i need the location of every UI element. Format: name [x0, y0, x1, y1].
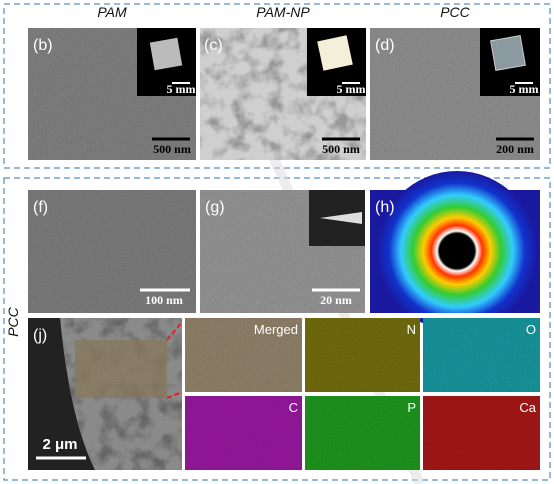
sample	[317, 35, 353, 71]
header: PAM	[97, 4, 127, 20]
panel-label: (b)	[33, 37, 53, 54]
panel-b: 5 mm (b) 500 nm	[28, 28, 196, 160]
map-region	[75, 340, 167, 398]
inset-scale: 5 mm	[510, 82, 539, 96]
clip	[365, 186, 370, 316]
eds-maps: Merged N O C P Ca	[185, 318, 540, 470]
panel-d: 5 mm (d) 200 nm	[370, 28, 540, 160]
panel-h: (h)	[370, 171, 540, 331]
eds-map	[185, 318, 302, 392]
eds-map	[305, 396, 420, 470]
eds-map	[423, 318, 540, 392]
panel-j: (j) 2 μm	[28, 318, 183, 470]
side-label: PCC	[5, 306, 21, 336]
panel-c: 5 mm (c) 500 nm	[200, 28, 366, 160]
inset-scale: 5 mm	[337, 82, 366, 96]
scale-bar: 2 μm	[42, 436, 77, 453]
scale-bar: 20 nm	[320, 293, 352, 307]
header: PAM-NP	[256, 4, 310, 20]
panel-f: (f) 100 nm	[28, 190, 196, 313]
eds-map	[185, 396, 302, 470]
ring-pattern	[377, 171, 537, 331]
panel-g: (g) 20 nm	[200, 190, 366, 313]
beam-stop	[320, 212, 362, 224]
zoom-line	[166, 391, 183, 399]
map-label: P	[407, 400, 416, 415]
clip	[370, 313, 540, 318]
panel-label: (h)	[375, 199, 395, 216]
eds-map	[423, 396, 540, 470]
scale-bar: 100 nm	[145, 293, 183, 307]
scale-bar: 500 nm	[322, 142, 360, 156]
map-label: C	[289, 400, 298, 415]
bottom-frame	[3, 177, 551, 481]
inset-scale: 5 mm	[167, 82, 196, 96]
zoom-line	[166, 321, 183, 341]
header: PCC	[440, 4, 470, 20]
panel-label: (f)	[33, 199, 48, 216]
panel-label: (j)	[33, 327, 47, 344]
tem-image	[28, 190, 196, 313]
scale-bar: 500 nm	[153, 142, 191, 156]
map-label: Merged	[254, 322, 298, 337]
sample	[490, 35, 526, 71]
scale-bar: 200 nm	[496, 142, 534, 156]
panel-label: (d)	[375, 37, 395, 54]
map-label: O	[526, 322, 536, 337]
panel-label: (c)	[204, 37, 223, 54]
map-label: N	[407, 322, 416, 337]
sample	[149, 37, 183, 71]
eds-map	[305, 318, 420, 392]
map-label: Ca	[519, 400, 536, 415]
panel-label: (g)	[205, 199, 225, 216]
